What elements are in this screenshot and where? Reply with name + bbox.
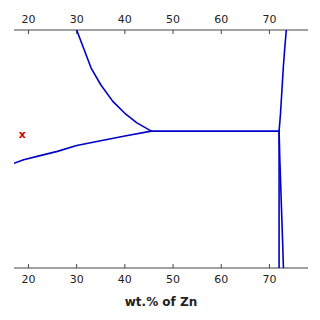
bottom-tick [173, 264, 174, 268]
bottom-tick-label: 70 [262, 273, 276, 286]
top-tick [221, 30, 222, 34]
annotation: x [19, 128, 26, 141]
top-tick [173, 30, 174, 34]
bottom-tick [221, 264, 222, 268]
bottom-tick [76, 264, 77, 268]
top-tick-label: 40 [118, 13, 132, 26]
top-tick-label: 20 [21, 13, 35, 26]
top-tick-label: 50 [166, 13, 180, 26]
top-tick-label: 30 [70, 13, 84, 26]
boundary-line [77, 30, 152, 131]
boundary-line [279, 131, 283, 268]
boundary-line [14, 131, 151, 163]
top-tick [269, 30, 270, 34]
bottom-tick-label: 60 [214, 273, 228, 286]
top-tick [124, 30, 125, 34]
boundary-line [279, 30, 286, 131]
plot-area [14, 30, 286, 268]
top-tick-label: 70 [262, 13, 276, 26]
top-tick-label: 60 [214, 13, 228, 26]
x-axis-label: wt.% of Zn [125, 295, 197, 309]
bottom-tick-label: 20 [21, 273, 35, 286]
top-tick [28, 30, 29, 34]
bottom-tick-label: 30 [70, 273, 84, 286]
top-axis-line [14, 30, 308, 31]
bottom-tick [269, 264, 270, 268]
bottom-tick-label: 50 [166, 273, 180, 286]
boundary-line [278, 131, 280, 268]
bottom-tick-label: 40 [118, 273, 132, 286]
bottom-tick [124, 264, 125, 268]
boundary-line [151, 130, 279, 132]
bottom-axis-line [14, 268, 308, 269]
chart: 20 20 30 30 40 40 50 50 60 60 70 70 x wt.% of Zn [0, 0, 320, 320]
bottom-tick [28, 264, 29, 268]
